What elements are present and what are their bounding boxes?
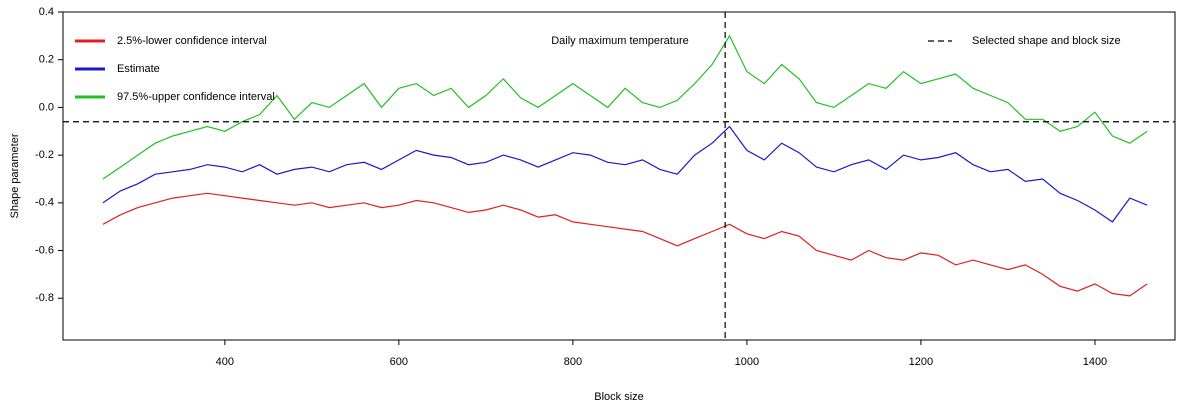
x-axis-label: Block size xyxy=(594,391,644,403)
legend-label: 97.5%-upper confidence interval xyxy=(117,91,275,103)
legend-label: Estimate xyxy=(117,63,160,75)
y-tick-label: 0.0 xyxy=(39,101,54,113)
y-tick-label: 0.4 xyxy=(39,6,54,18)
x-tick-label: 400 xyxy=(216,356,234,368)
series-line xyxy=(102,192,1148,297)
y-axis-label: Shape parameter xyxy=(9,133,21,218)
series-line xyxy=(102,125,1148,223)
x-tick-label: 800 xyxy=(564,356,582,368)
series-line xyxy=(102,34,1148,180)
annotation: Daily maximum temperature xyxy=(551,35,689,47)
y-tick-label: 0.2 xyxy=(39,54,54,66)
y-tick-label: -0.8 xyxy=(35,292,54,304)
plot-frame xyxy=(62,11,1176,341)
x-tick-label: 1400 xyxy=(1083,356,1107,368)
legend-label: 2.5%-lower confidence interval xyxy=(117,35,267,47)
y-tick-label: -0.6 xyxy=(35,244,54,256)
x-tick-label: 1000 xyxy=(735,356,759,368)
y-tick-label: -0.4 xyxy=(35,197,54,209)
y-tick-label: -0.2 xyxy=(35,149,54,161)
x-tick-label: 1200 xyxy=(909,356,933,368)
x-tick-label: 600 xyxy=(390,356,408,368)
legend-label: Selected shape and block size xyxy=(972,35,1121,47)
